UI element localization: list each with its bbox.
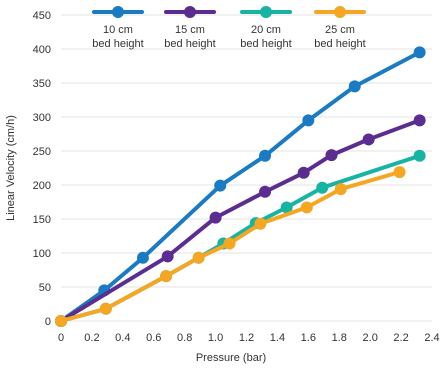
- data-point: [214, 179, 227, 192]
- data-point: [393, 166, 406, 179]
- x-tick-label: 2.0: [363, 332, 378, 344]
- data-point: [413, 149, 426, 162]
- legend-entry-1: 10 cm bed height: [92, 6, 144, 50]
- gridlines: [61, 14, 432, 322]
- data-point: [254, 217, 267, 230]
- x-tick-label: 0: [58, 332, 64, 344]
- x-axis-title: Pressure (bar): [196, 352, 266, 364]
- data-point: [334, 183, 347, 196]
- data-point: [136, 251, 149, 264]
- data-point: [161, 250, 174, 263]
- x-tick-label: 1.6: [301, 332, 316, 344]
- data-point: [325, 149, 338, 162]
- y-tick-label: 0: [45, 316, 51, 328]
- data-point: [297, 166, 310, 179]
- y-tick-label: 350: [33, 78, 51, 90]
- legend-label-line2: bed height: [164, 38, 215, 50]
- x-tick-label: 0.2: [84, 332, 99, 344]
- x-tick-label: 1.8: [332, 332, 347, 344]
- x-tick-label: 0.8: [177, 332, 192, 344]
- data-point: [259, 185, 272, 198]
- data-point: [160, 270, 173, 283]
- data-point: [300, 201, 313, 214]
- legend-swatch-marker: [112, 6, 124, 18]
- x-tick-label: 0.4: [115, 332, 130, 344]
- legend-label-line1: 25 cm: [325, 24, 355, 36]
- series-2: [55, 114, 426, 327]
- legend-swatch-marker: [334, 6, 346, 18]
- legend: 10 cm bed height 15 cm bed height 20 cm bed h…: [92, 6, 366, 50]
- legend-entry-2: 15 cm bed height: [164, 6, 216, 50]
- legend-label-line1: 15 cm: [175, 24, 205, 36]
- legend-entry-4: 25 cm bed height: [314, 6, 366, 50]
- legend-label-line1: 10 cm: [103, 24, 133, 36]
- x-tick-label: 1.0: [208, 332, 223, 344]
- y-tick-label: 150: [33, 214, 51, 226]
- axes: Pressure (bar) Linear Velocity (cm/h) 0 5…: [5, 10, 440, 364]
- x-tick-label: 2.2: [393, 332, 408, 344]
- y-tick-label: 450: [33, 10, 51, 22]
- x-tick-label: 0.6: [146, 332, 161, 344]
- legend-label-line2: bed height: [240, 38, 291, 50]
- data-point: [192, 251, 205, 264]
- data-point: [259, 149, 272, 162]
- y-axis-title: Linear Velocity (cm/h): [5, 115, 17, 221]
- y-tick-label: 250: [33, 146, 51, 158]
- data-point: [99, 302, 112, 315]
- data-point: [302, 114, 315, 127]
- data-point: [223, 237, 236, 250]
- y-tick-label: 50: [39, 282, 51, 294]
- data-point: [413, 114, 426, 127]
- x-tick-label: 1.2: [239, 332, 254, 344]
- series-layer: [55, 46, 426, 327]
- series-4: [55, 166, 406, 327]
- data-point: [209, 211, 222, 224]
- x-tick-label: 2.4: [424, 332, 439, 344]
- series-1: [55, 46, 426, 327]
- legend-label-line2: bed height: [92, 38, 143, 50]
- data-point: [55, 315, 67, 327]
- legend-swatch-marker: [260, 6, 272, 18]
- series-line: [59, 50, 422, 323]
- series-line: [59, 118, 422, 323]
- data-point: [413, 46, 426, 59]
- y-tick-label: 100: [33, 248, 51, 260]
- x-tick-label: 1.4: [270, 332, 285, 344]
- y-tick-label: 200: [33, 180, 51, 192]
- legend-entry-3: 20 cm bed height: [240, 6, 292, 50]
- legend-label-line2: bed height: [314, 38, 365, 50]
- data-point: [348, 80, 361, 93]
- legend-label-line1: 20 cm: [251, 24, 281, 36]
- y-tick-label: 300: [33, 112, 51, 124]
- data-point: [280, 201, 293, 214]
- data-point: [316, 181, 329, 194]
- data-point: [362, 133, 375, 146]
- y-tick-label: 400: [33, 44, 51, 56]
- legend-swatch-marker: [184, 6, 196, 18]
